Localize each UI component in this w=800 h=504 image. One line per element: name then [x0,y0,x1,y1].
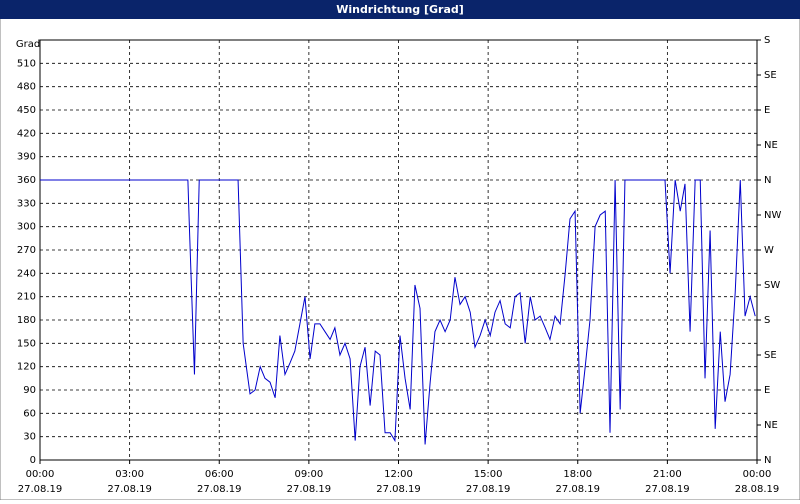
y2-tick-label: N [764,455,771,466]
y-tick-label: 210 [17,292,36,303]
x-tick-label: 09:00 [294,469,323,480]
y2-tick-label: N [764,175,771,186]
x-tick-date: 27.08.19 [466,484,511,495]
x-tick-label: 00:00 [743,469,772,480]
y2-tick-label: E [764,385,770,396]
x-tick-label: 03:00 [115,469,144,480]
y-tick-label: 510 [17,58,36,69]
y-tick-label: 330 [17,198,36,209]
y2-tick-label: S [764,315,770,326]
y-tick-label: 0 [30,455,36,466]
y-tick-label: 390 [17,152,36,163]
x-tick-date: 28.08.19 [735,484,780,495]
x-tick-label: 15:00 [474,469,503,480]
y2-tick-label: SW [764,280,780,291]
x-tick-date: 27.08.19 [287,484,332,495]
y2-tick-label: NE [764,420,778,431]
y2-tick-label: SE [764,350,777,361]
y-tick-label: 150 [17,338,36,349]
title-bar [0,0,800,19]
y-tick-label: 300 [17,222,36,233]
y-tick-label: 450 [17,105,36,116]
x-tick-label: 00:00 [26,469,55,480]
x-tick-date: 27.08.19 [645,484,690,495]
x-tick-label: 18:00 [563,469,592,480]
x-tick-date: 27.08.19 [18,484,63,495]
y-tick-label: 480 [17,82,36,93]
data-line [40,179,756,445]
x-tick-date: 27.08.19 [197,484,242,495]
y-tick-label: 270 [17,245,36,256]
y-tick-label: 180 [17,315,36,326]
y-tick-label: 420 [17,128,36,139]
y-tick-label: 30 [23,432,36,443]
y-tick-label: 90 [23,385,36,396]
y-tick-label: 120 [17,362,36,373]
x-tick-label: 12:00 [384,469,413,480]
x-tick-label: 06:00 [205,469,234,480]
y2-tick-label: S [764,35,770,46]
y-tick-label: 360 [17,175,36,186]
chart-title: Windrichtung [Grad] [336,3,464,16]
x-tick-date: 27.08.19 [107,484,152,495]
y-tick-label: 240 [17,268,36,279]
x-tick-date: 27.08.19 [555,484,600,495]
y2-tick-label: W [764,245,774,256]
y2-tick-label: NW [764,210,781,221]
y-tick-label: 60 [23,408,36,419]
y-axis-label: Grad [16,39,40,50]
x-tick-date: 27.08.19 [376,484,421,495]
y2-tick-label: E [764,105,770,116]
x-tick-label: 21:00 [653,469,682,480]
y2-tick-label: SE [764,70,777,81]
y2-tick-label: NE [764,140,778,151]
